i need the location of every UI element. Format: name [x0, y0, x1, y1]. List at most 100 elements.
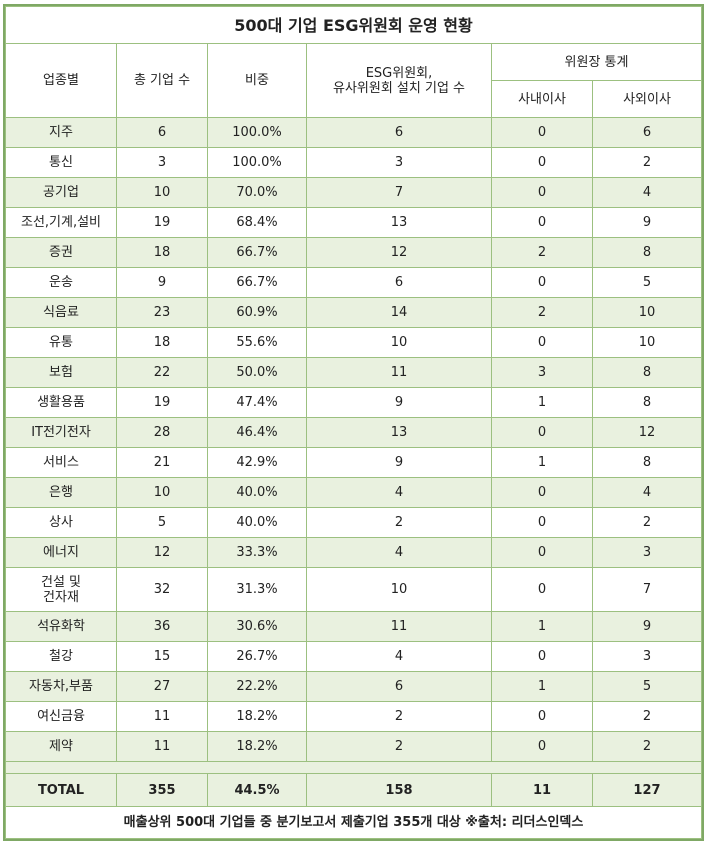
table-row: IT전기전자 28 46.4% 13 0 12 [5, 417, 702, 448]
table-cell: 0 [491, 327, 593, 358]
table-cell: 철강 [5, 641, 117, 672]
table-cell: 55.6% [207, 327, 307, 358]
footer-row: 매출상위 500대 기업들 중 분기보고서 제출기업 355개 대상 ※출처: … [5, 806, 702, 839]
table-cell: 2 [306, 701, 492, 732]
table-row: 공기업 10 70.0% 7 0 4 [5, 177, 702, 208]
table-row: 보험 22 50.0% 11 3 8 [5, 357, 702, 388]
header-ratio: 비중 [207, 43, 307, 118]
table-cell: 조선,기계,설비 [5, 207, 117, 238]
table-cell: TOTAL [5, 773, 117, 807]
spacer [5, 761, 702, 774]
table-cell: 3 [491, 357, 593, 388]
table-cell: 보험 [5, 357, 117, 388]
table-cell: 0 [491, 267, 593, 298]
text-line: ESG위원회, [365, 65, 433, 81]
table-row: 식음료 23 60.9% 14 2 10 [5, 297, 702, 328]
table-cell: 0 [491, 477, 593, 508]
esg-table: 500대 기업 ESG위원회 운영 현황 업종별 총 기업 수 비중 ESG위원… [5, 6, 702, 839]
table-cell: 19 [116, 207, 208, 238]
table-cell: 공기업 [5, 177, 117, 208]
table-cell: 40.0% [207, 477, 307, 508]
table-cell: 31.3% [207, 567, 307, 612]
text-line: 건설 및 [40, 574, 81, 590]
table-row: 조선,기계,설비 19 68.4% 13 0 9 [5, 207, 702, 238]
table-cell: 9 [592, 611, 702, 642]
table-cell: 14 [306, 297, 492, 328]
table-cell: 100.0% [207, 147, 307, 178]
table-cell: 12 [306, 237, 492, 268]
table-cell: 40.0% [207, 507, 307, 538]
table-cell: 9 [306, 387, 492, 418]
table-cell: 44.5% [207, 773, 307, 807]
table-cell: 42.9% [207, 447, 307, 478]
table-cell: 8 [592, 447, 702, 478]
table-cell: 4 [306, 537, 492, 568]
table-cell: 0 [491, 147, 593, 178]
table-cell: 0 [491, 731, 593, 762]
table-cell: 9 [116, 267, 208, 298]
table-cell: 18.2% [207, 731, 307, 762]
table-cell: 18.2% [207, 701, 307, 732]
table-cell: 8 [592, 387, 702, 418]
table-cell: 127 [592, 773, 702, 807]
table-cell: 7 [306, 177, 492, 208]
table-cell: 4 [592, 477, 702, 508]
table-cell: 3 [116, 147, 208, 178]
table-cell: 6 [592, 117, 702, 148]
table-cell: 15 [116, 641, 208, 672]
table-row: 건설 및 건자재 32 31.3% 10 0 7 [5, 567, 702, 612]
table-cell: 증권 [5, 237, 117, 268]
table-cell: 19 [116, 387, 208, 418]
table-cell: 2 [592, 731, 702, 762]
table-cell: 통신 [5, 147, 117, 178]
table-cell: 11 [491, 773, 593, 807]
table-cell: 0 [491, 567, 593, 612]
title: 500대 기업 ESG위원회 운영 현황 [5, 6, 702, 44]
table-cell: 70.0% [207, 177, 307, 208]
table-cell: 66.7% [207, 267, 307, 298]
table-cell: 에너지 [5, 537, 117, 568]
table-cell: 68.4% [207, 207, 307, 238]
table-cell: 47.4% [207, 387, 307, 418]
table-cell: 0 [491, 417, 593, 448]
table-cell: 0 [491, 701, 593, 732]
table-frame: 500대 기업 ESG위원회 운영 현황 업종별 총 기업 수 비중 ESG위원… [3, 4, 704, 841]
text-line: 유사위원회 설치 기업 수 [333, 80, 465, 96]
table-cell: 355 [116, 773, 208, 807]
table-cell: 18 [116, 237, 208, 268]
table-cell: 2 [306, 731, 492, 762]
footer: 매출상위 500대 기업들 중 분기보고서 제출기업 355개 대상 ※출처: … [5, 806, 702, 839]
table-cell: 제약 [5, 731, 117, 762]
table-row: 자동차,부품 27 22.2% 6 1 5 [5, 671, 702, 702]
table-row: 석유화학 36 30.6% 11 1 9 [5, 611, 702, 642]
table-cell: 은행 [5, 477, 117, 508]
header-industry: 업종별 [5, 43, 117, 118]
table-cell: 10 [116, 177, 208, 208]
table-cell: 5 [592, 671, 702, 702]
table-cell: 66.7% [207, 237, 307, 268]
table-cell: 26.7% [207, 641, 307, 672]
table-cell: 지주 [5, 117, 117, 148]
table-cell: 0 [491, 507, 593, 538]
table-cell: 2 [306, 507, 492, 538]
table-cell: 0 [491, 641, 593, 672]
table-cell: 8 [592, 357, 702, 388]
header-total: 총 기업 수 [116, 43, 208, 118]
table-row: 서비스 21 42.9% 9 1 8 [5, 447, 702, 478]
table-cell: 10 [116, 477, 208, 508]
table-row: 지주 6 100.0% 6 0 6 [5, 117, 702, 148]
table-cell: 석유화학 [5, 611, 117, 642]
table-cell: 9 [592, 207, 702, 238]
table-cell: 11 [306, 357, 492, 388]
spacer-row [5, 761, 702, 774]
table-cell: 11 [116, 731, 208, 762]
table-cell: 서비스 [5, 447, 117, 478]
table-cell: 4 [306, 477, 492, 508]
table-cell: 100.0% [207, 117, 307, 148]
table-cell: 158 [306, 773, 492, 807]
table-cell: 13 [306, 207, 492, 238]
table-cell: 2 [491, 297, 593, 328]
table-row: 유통 18 55.6% 10 0 10 [5, 327, 702, 358]
table-row: TOTAL 355 44.5% 158 11 127 [5, 773, 702, 807]
table-cell: 30.6% [207, 611, 307, 642]
